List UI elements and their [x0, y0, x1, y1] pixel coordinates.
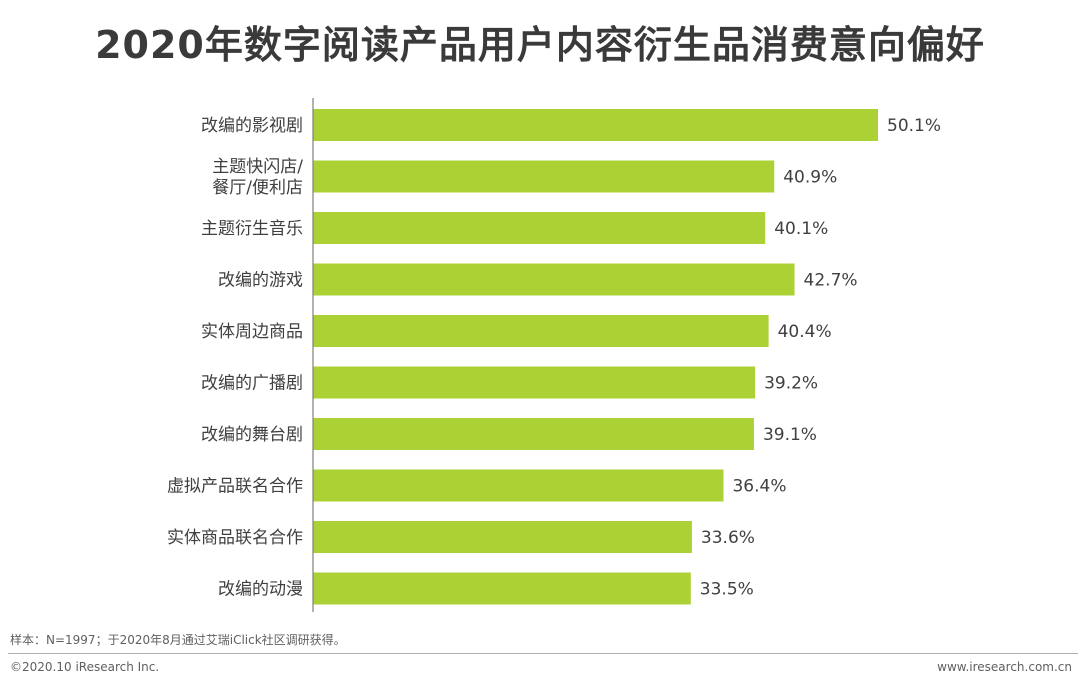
category-label-line: 改编的影视剧	[201, 116, 303, 136]
website-link[interactable]: www.iresearch.com.cn	[937, 660, 1072, 674]
chart-title: 2020年数字阅读产品用户内容衍生品消费意向偏好	[95, 23, 985, 67]
bar-value-label: 42.7%	[804, 271, 858, 291]
bar-value-label: 33.6%	[701, 528, 755, 548]
category-label-line: 改编的舞台剧	[201, 425, 303, 445]
source-note: 样本：N=1997；于2020年8月通过艾瑞iClick社区调研获得。	[10, 633, 346, 647]
bar-value-label: 40.4%	[778, 322, 832, 342]
bar	[313, 366, 756, 399]
category-label-line: 改编的动漫	[218, 580, 303, 600]
category-label: 改编的广播剧	[201, 374, 303, 394]
bar-value-label: 39.1%	[763, 425, 817, 445]
category-label-line: 主题衍生音乐	[201, 219, 303, 239]
category-label: 改编的影视剧	[201, 116, 303, 136]
category-label: 改编的动漫	[218, 580, 303, 600]
bar	[313, 315, 769, 347]
category-label-line: 改编的游戏	[218, 271, 303, 291]
bar	[313, 469, 724, 502]
category-label-line: 主题快闪店/	[212, 157, 303, 177]
category-label: 虚拟产品联名合作	[167, 477, 303, 497]
category-label: 改编的舞台剧	[201, 425, 303, 445]
category-label-line: 实体周边商品	[201, 322, 303, 342]
bar	[313, 521, 692, 553]
bar-value-label: 39.2%	[764, 374, 818, 394]
category-label-line: 餐厅/便利店	[212, 178, 303, 198]
bar-value-label: 50.1%	[887, 116, 941, 136]
bar-value-label: 40.9%	[783, 168, 837, 188]
bar	[313, 572, 691, 605]
bar	[313, 212, 766, 244]
category-label: 实体商品联名合作	[167, 528, 303, 548]
value-labels-layer: 50.1% 40.9% 40.1% 42.7% 40.4% 39.2% 39.1% 36.4%…	[700, 116, 941, 600]
footer-divider	[8, 653, 1078, 654]
bar-value-label: 40.1%	[774, 219, 828, 239]
bar	[313, 109, 878, 141]
category-label: 主题衍生音乐	[201, 219, 303, 239]
category-label: 实体周边商品	[201, 322, 303, 342]
copyright-text: ©2020.10 iResearch Inc.	[10, 660, 160, 674]
category-label-line: 改编的广播剧	[201, 374, 303, 394]
bar	[313, 263, 795, 296]
bar-value-label: 33.5%	[700, 580, 754, 600]
bar	[313, 418, 754, 450]
category-labels-layer: 改编的影视剧主题快闪店/餐厅/便利店主题衍生音乐改编的游戏实体周边商品改编的广播…	[167, 116, 303, 600]
bars-layer	[313, 109, 878, 605]
category-label-line: 虚拟产品联名合作	[167, 477, 303, 497]
category-label: 主题快闪店/餐厅/便利店	[212, 157, 303, 198]
bar	[313, 160, 775, 193]
category-label-line: 实体商品联名合作	[167, 528, 303, 548]
category-label: 改编的游戏	[218, 271, 303, 291]
bar-value-label: 36.4%	[732, 477, 786, 497]
